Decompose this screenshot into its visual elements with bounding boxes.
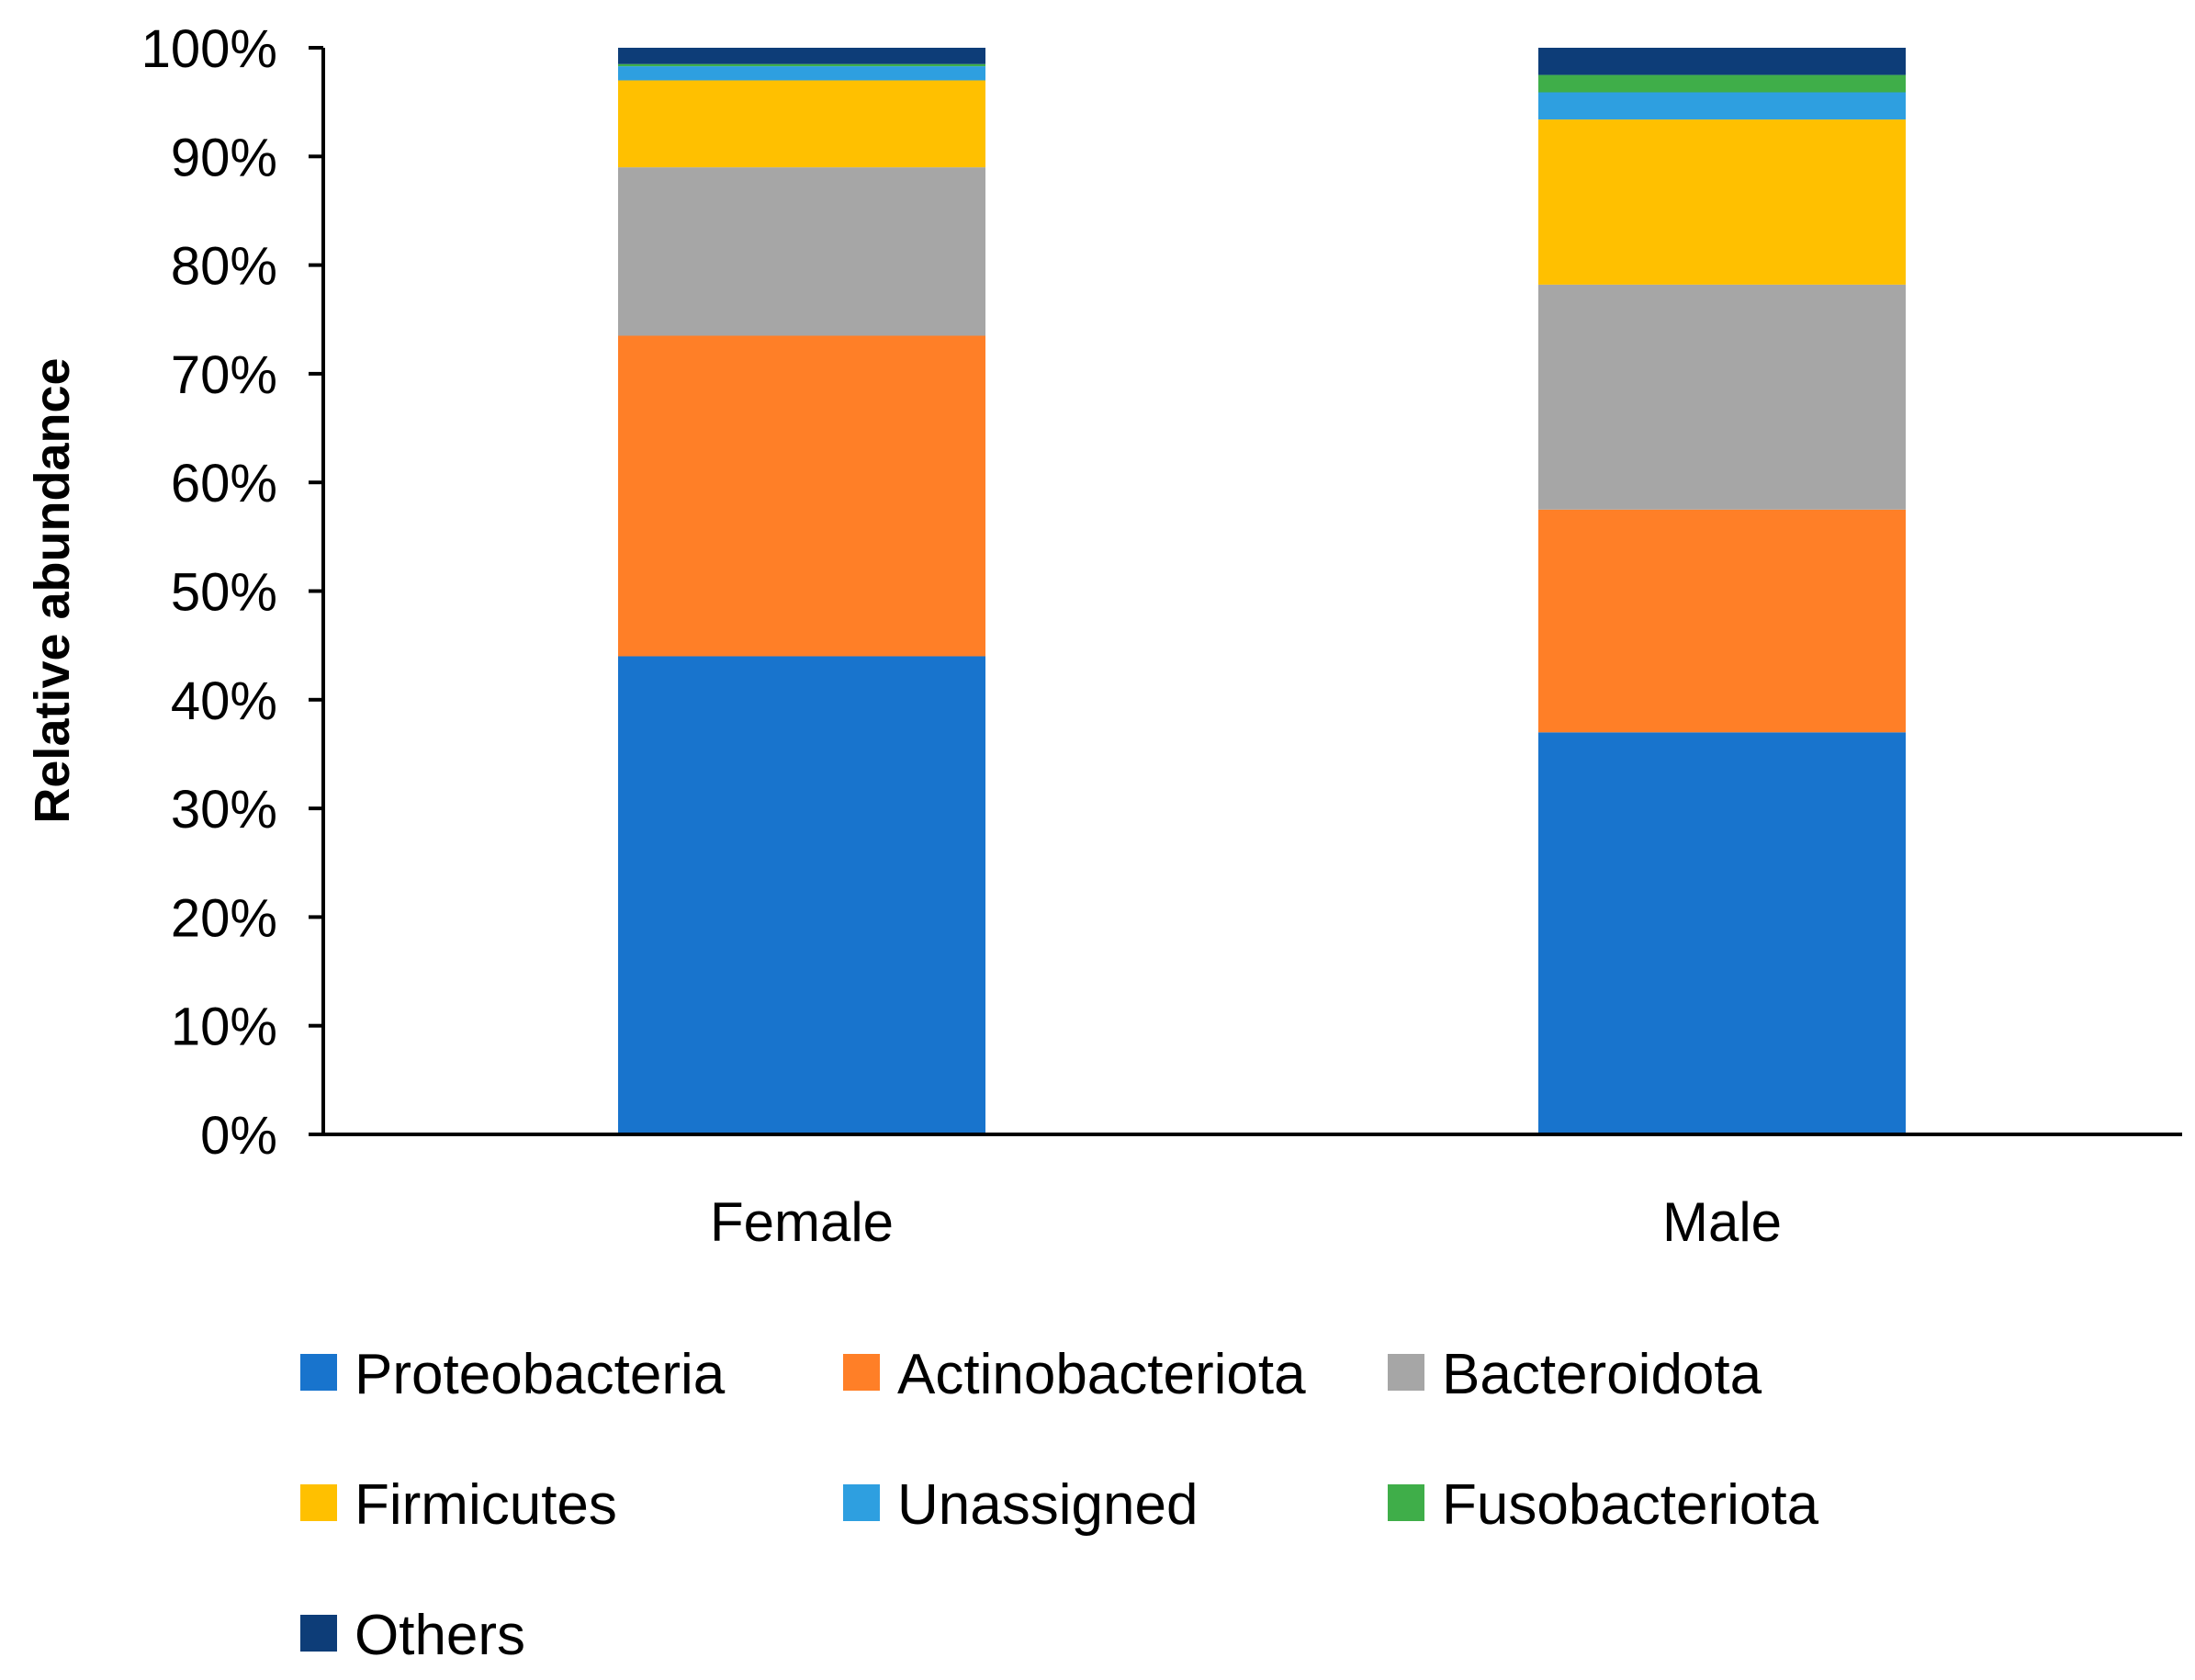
legend-label: Others xyxy=(355,1604,525,1667)
legend-swatch xyxy=(843,1354,880,1391)
legend-swatch xyxy=(300,1615,337,1652)
x-axis-labels: Female Male xyxy=(710,1191,1782,1253)
bar-female-fusobacteriota xyxy=(618,63,985,67)
bar-male-firmicutes xyxy=(1538,119,1906,285)
legend-item: Firmicutes xyxy=(300,1473,617,1537)
y-tick-label: 0% xyxy=(200,1106,277,1166)
legend-item: Others xyxy=(300,1604,525,1667)
legend-item: Actinobacteriota xyxy=(843,1343,1306,1406)
legend-swatch xyxy=(1388,1484,1424,1521)
bar-female-bacteroidota xyxy=(618,167,985,336)
legend-label: Firmicutes xyxy=(355,1473,617,1537)
x-category-label: Male xyxy=(1662,1191,1782,1253)
y-tick-label: 100% xyxy=(141,19,277,79)
y-tick-label: 70% xyxy=(171,345,277,405)
legend-swatch xyxy=(843,1484,880,1521)
legend-label: Bacteroidota xyxy=(1442,1343,1762,1406)
y-axis-ticks: 0% 10% 20% 30% 40% 50% 60% 70% 80% 90% 100% xyxy=(141,19,323,1166)
bar-female-proteobacteria xyxy=(618,656,985,1134)
y-tick-label: 10% xyxy=(171,998,277,1057)
y-tick-label: 80% xyxy=(171,237,277,297)
bar-female-firmicutes xyxy=(618,80,985,168)
bar-male-others xyxy=(1538,48,1906,75)
bar-male-actinobacteriota xyxy=(1538,509,1906,733)
bar-male-proteobacteria xyxy=(1538,732,1906,1134)
y-tick-label: 50% xyxy=(171,563,277,623)
bar-male-fusobacteriota xyxy=(1538,74,1906,93)
legend: Proteobacteria Actinobacteriota Bacteroido… xyxy=(300,1343,1819,1667)
legend-item: Unassigned xyxy=(843,1473,1198,1537)
legend-label: Proteobacteria xyxy=(355,1343,726,1406)
legend-item: Fusobacteriota xyxy=(1388,1473,1819,1537)
legend-item: Proteobacteria xyxy=(300,1343,726,1406)
y-axis-title: Relative abundance xyxy=(25,357,80,823)
legend-label: Unassigned xyxy=(897,1473,1198,1537)
legend-label: Actinobacteriota xyxy=(897,1343,1306,1406)
legend-swatch xyxy=(300,1484,337,1521)
bar-female-others xyxy=(618,48,985,64)
bar-female-unassigned xyxy=(618,66,985,81)
y-tick-label: 20% xyxy=(171,888,277,948)
bar-female-actinobacteriota xyxy=(618,335,985,657)
legend-label: Fusobacteriota xyxy=(1442,1473,1819,1537)
x-category-label: Female xyxy=(710,1191,894,1253)
y-tick-label: 90% xyxy=(171,128,277,187)
y-tick-label: 40% xyxy=(171,671,277,731)
legend-item: Bacteroidota xyxy=(1388,1343,1762,1406)
legend-swatch xyxy=(1388,1354,1424,1391)
bar-male-bacteroidota xyxy=(1538,284,1906,510)
bar-male-unassigned xyxy=(1538,92,1906,120)
bars xyxy=(618,48,1906,1134)
legend-swatch xyxy=(300,1354,337,1391)
y-tick-label: 60% xyxy=(171,454,277,513)
y-tick-label: 30% xyxy=(171,780,277,840)
